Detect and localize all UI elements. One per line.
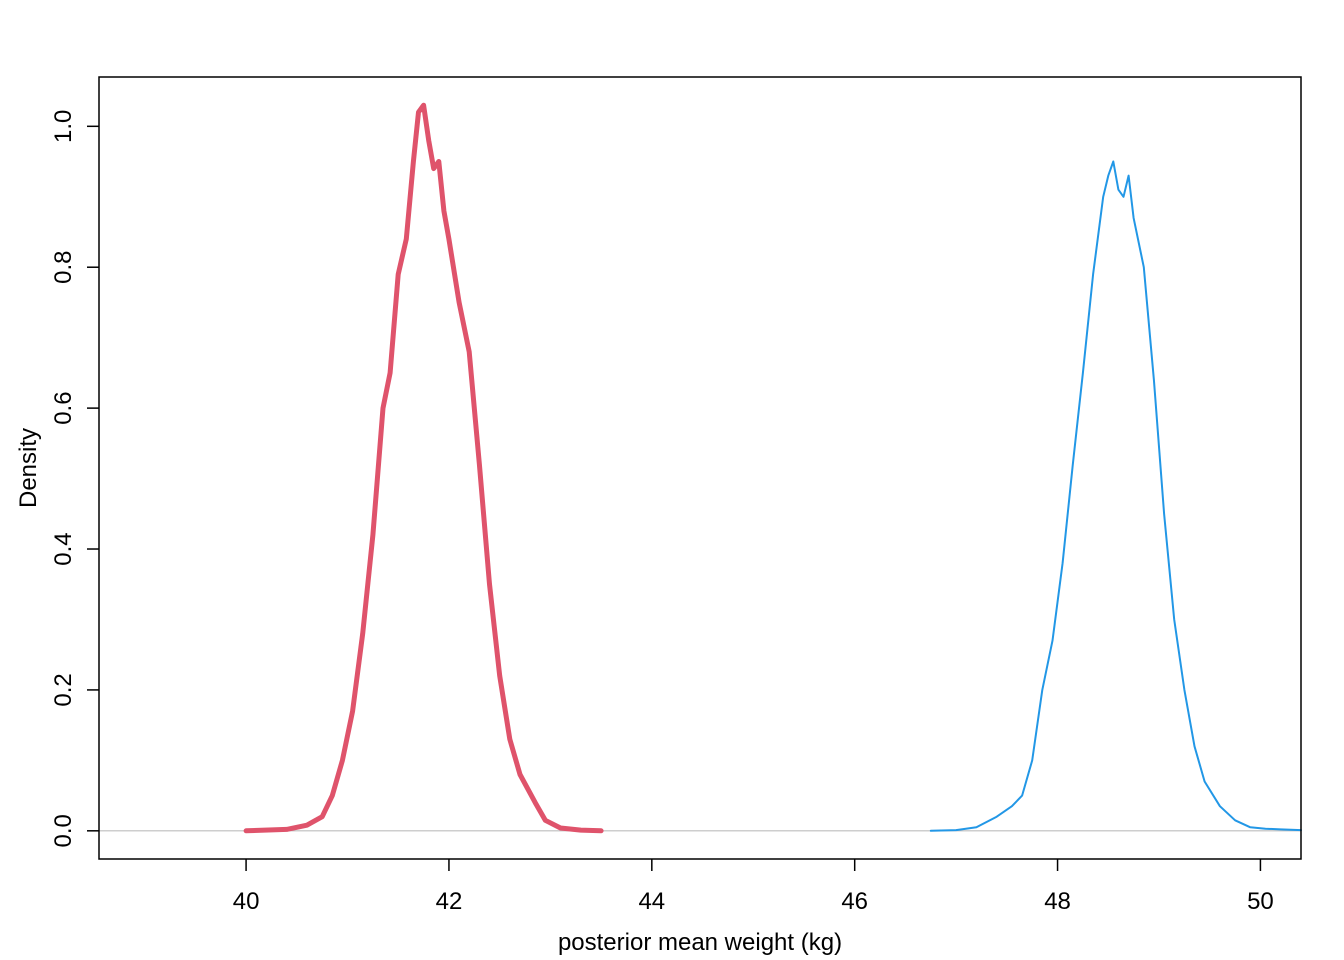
y-tick-label: 0.2 bbox=[50, 673, 77, 706]
series-layer bbox=[243, 102, 1302, 834]
x-tick-label: 46 bbox=[841, 888, 868, 915]
x-axis: 40 42 44 46 48 50 bbox=[233, 859, 1274, 915]
density-line-2 bbox=[929, 160, 1302, 832]
y-axis-title: Density bbox=[15, 428, 42, 508]
x-axis-title: posterior mean weight (kg) bbox=[558, 929, 842, 956]
x-tick-label: 42 bbox=[436, 888, 463, 915]
y-tick-label: 0.0 bbox=[50, 814, 77, 847]
y-tick-label: 0.6 bbox=[50, 391, 77, 424]
plot-frame bbox=[98, 76, 1302, 860]
density-line-1 bbox=[243, 102, 604, 834]
x-tick-label: 44 bbox=[638, 888, 665, 915]
y-axis: 0.0 0.2 0.4 0.6 0.8 1.0 bbox=[50, 110, 99, 848]
y-tick-label: 0.8 bbox=[50, 251, 77, 284]
y-tick-label: 0.4 bbox=[50, 532, 77, 565]
x-tick-label: 48 bbox=[1044, 888, 1071, 915]
y-tick-label: 1.0 bbox=[50, 110, 77, 143]
x-tick-label: 50 bbox=[1247, 888, 1274, 915]
x-tick-label: 40 bbox=[233, 888, 260, 915]
